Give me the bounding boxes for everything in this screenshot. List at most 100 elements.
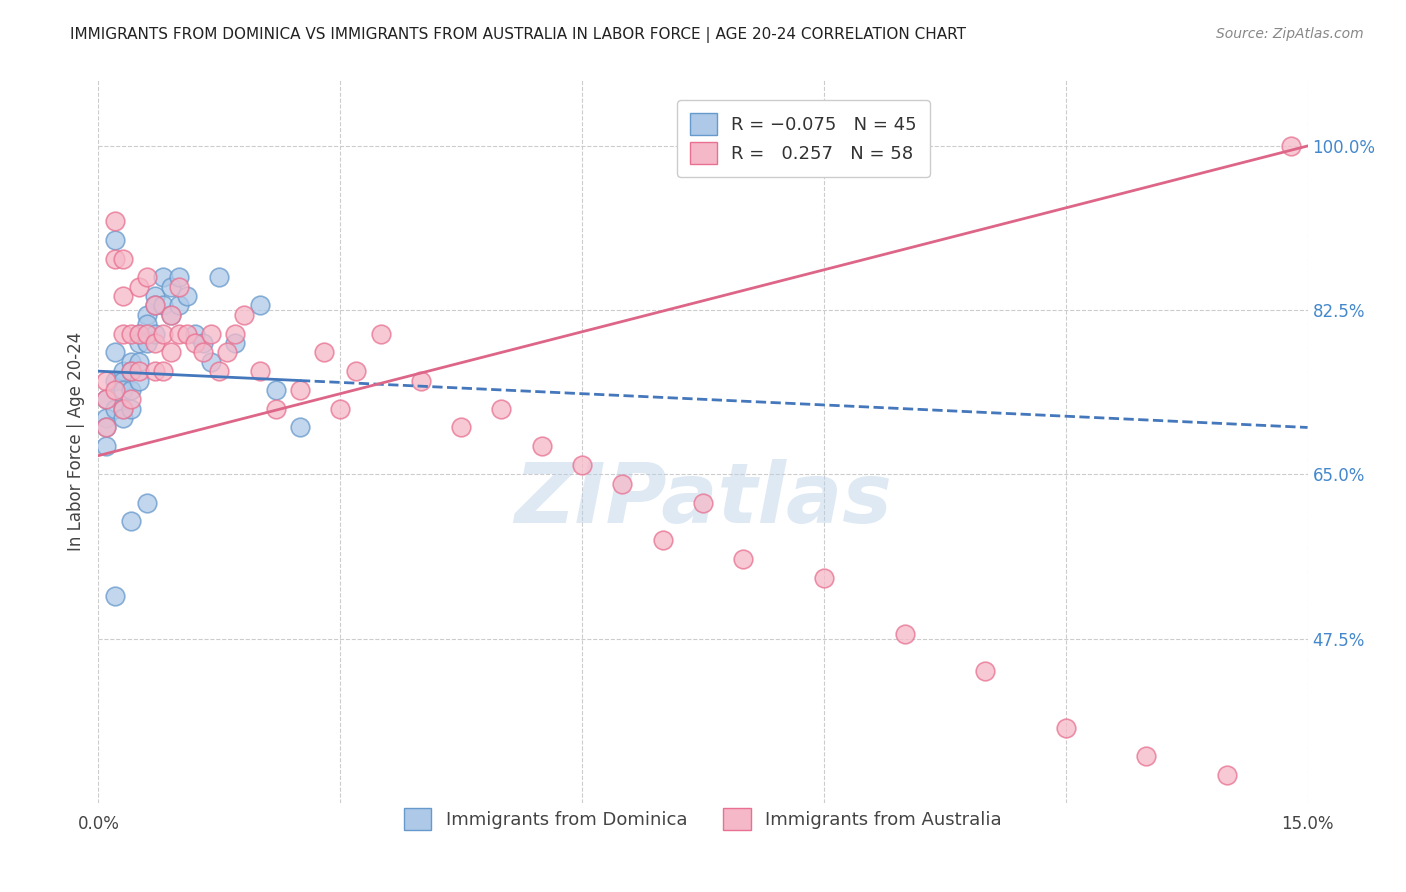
Point bbox=[120, 355, 142, 369]
Point bbox=[135, 336, 157, 351]
Point bbox=[103, 345, 125, 359]
Point bbox=[208, 270, 231, 285]
Point bbox=[193, 336, 215, 351]
Legend: Immigrants from Dominica, Immigrants from Australia: Immigrants from Dominica, Immigrants fro… bbox=[389, 793, 1017, 845]
Point bbox=[224, 326, 246, 341]
Point bbox=[96, 392, 118, 407]
Point bbox=[167, 326, 190, 341]
Point bbox=[111, 364, 134, 378]
Point bbox=[200, 355, 222, 369]
Point bbox=[120, 514, 142, 528]
Point bbox=[103, 233, 125, 247]
Point bbox=[344, 364, 367, 378]
Point bbox=[111, 411, 134, 425]
Point bbox=[96, 439, 118, 453]
Point bbox=[232, 308, 254, 322]
Point bbox=[135, 495, 157, 509]
Point bbox=[208, 364, 231, 378]
Point bbox=[450, 420, 472, 434]
Point bbox=[120, 401, 142, 416]
Point bbox=[409, 374, 432, 388]
Point bbox=[143, 364, 166, 378]
Point bbox=[288, 420, 311, 434]
Point bbox=[143, 336, 166, 351]
Point bbox=[370, 326, 392, 341]
Point bbox=[128, 336, 150, 351]
Point bbox=[111, 289, 134, 303]
Point bbox=[120, 383, 142, 397]
Point bbox=[128, 374, 150, 388]
Point bbox=[111, 383, 134, 397]
Point bbox=[96, 374, 118, 388]
Point bbox=[893, 627, 915, 641]
Point bbox=[103, 401, 125, 416]
Point bbox=[1281, 139, 1303, 153]
Point bbox=[120, 392, 142, 407]
Point bbox=[530, 439, 553, 453]
Point bbox=[96, 392, 118, 407]
Point bbox=[103, 383, 125, 397]
Point bbox=[200, 326, 222, 341]
Point bbox=[152, 270, 174, 285]
Point bbox=[103, 590, 125, 604]
Point bbox=[167, 298, 190, 312]
Point bbox=[152, 326, 174, 341]
Point bbox=[264, 401, 287, 416]
Y-axis label: In Labor Force | Age 20-24: In Labor Force | Age 20-24 bbox=[66, 332, 84, 551]
Point bbox=[974, 665, 997, 679]
Point bbox=[96, 411, 118, 425]
Point bbox=[249, 364, 271, 378]
Point bbox=[224, 336, 246, 351]
Point bbox=[111, 401, 134, 416]
Point bbox=[329, 401, 352, 416]
Point bbox=[160, 345, 183, 359]
Point bbox=[111, 374, 134, 388]
Point bbox=[143, 298, 166, 312]
Point bbox=[176, 289, 198, 303]
Point bbox=[135, 270, 157, 285]
Point bbox=[193, 345, 215, 359]
Point bbox=[167, 279, 190, 293]
Point bbox=[249, 298, 271, 312]
Text: ZIPatlas: ZIPatlas bbox=[515, 458, 891, 540]
Point bbox=[128, 279, 150, 293]
Point bbox=[160, 308, 183, 322]
Point bbox=[692, 495, 714, 509]
Point bbox=[111, 401, 134, 416]
Point bbox=[111, 252, 134, 266]
Point bbox=[128, 355, 150, 369]
Point bbox=[288, 383, 311, 397]
Point bbox=[217, 345, 239, 359]
Point bbox=[184, 326, 207, 341]
Point bbox=[651, 533, 673, 547]
Point bbox=[135, 326, 157, 341]
Point bbox=[103, 214, 125, 228]
Point bbox=[184, 336, 207, 351]
Point bbox=[128, 326, 150, 341]
Point bbox=[1135, 748, 1157, 763]
Point bbox=[135, 318, 157, 332]
Text: Source: ZipAtlas.com: Source: ZipAtlas.com bbox=[1216, 27, 1364, 41]
Point bbox=[491, 401, 513, 416]
Point bbox=[143, 326, 166, 341]
Point bbox=[143, 298, 166, 312]
Point bbox=[152, 298, 174, 312]
Point bbox=[103, 374, 125, 388]
Point bbox=[1054, 721, 1077, 735]
Point bbox=[176, 326, 198, 341]
Point bbox=[96, 420, 118, 434]
Point bbox=[120, 326, 142, 341]
Point bbox=[111, 326, 134, 341]
Point bbox=[160, 279, 183, 293]
Point bbox=[314, 345, 336, 359]
Point bbox=[1216, 767, 1239, 781]
Point bbox=[143, 289, 166, 303]
Point bbox=[128, 364, 150, 378]
Point bbox=[128, 326, 150, 341]
Point bbox=[612, 476, 634, 491]
Point bbox=[120, 364, 142, 378]
Point bbox=[96, 420, 118, 434]
Point bbox=[571, 458, 593, 472]
Point bbox=[167, 270, 190, 285]
Point bbox=[733, 551, 755, 566]
